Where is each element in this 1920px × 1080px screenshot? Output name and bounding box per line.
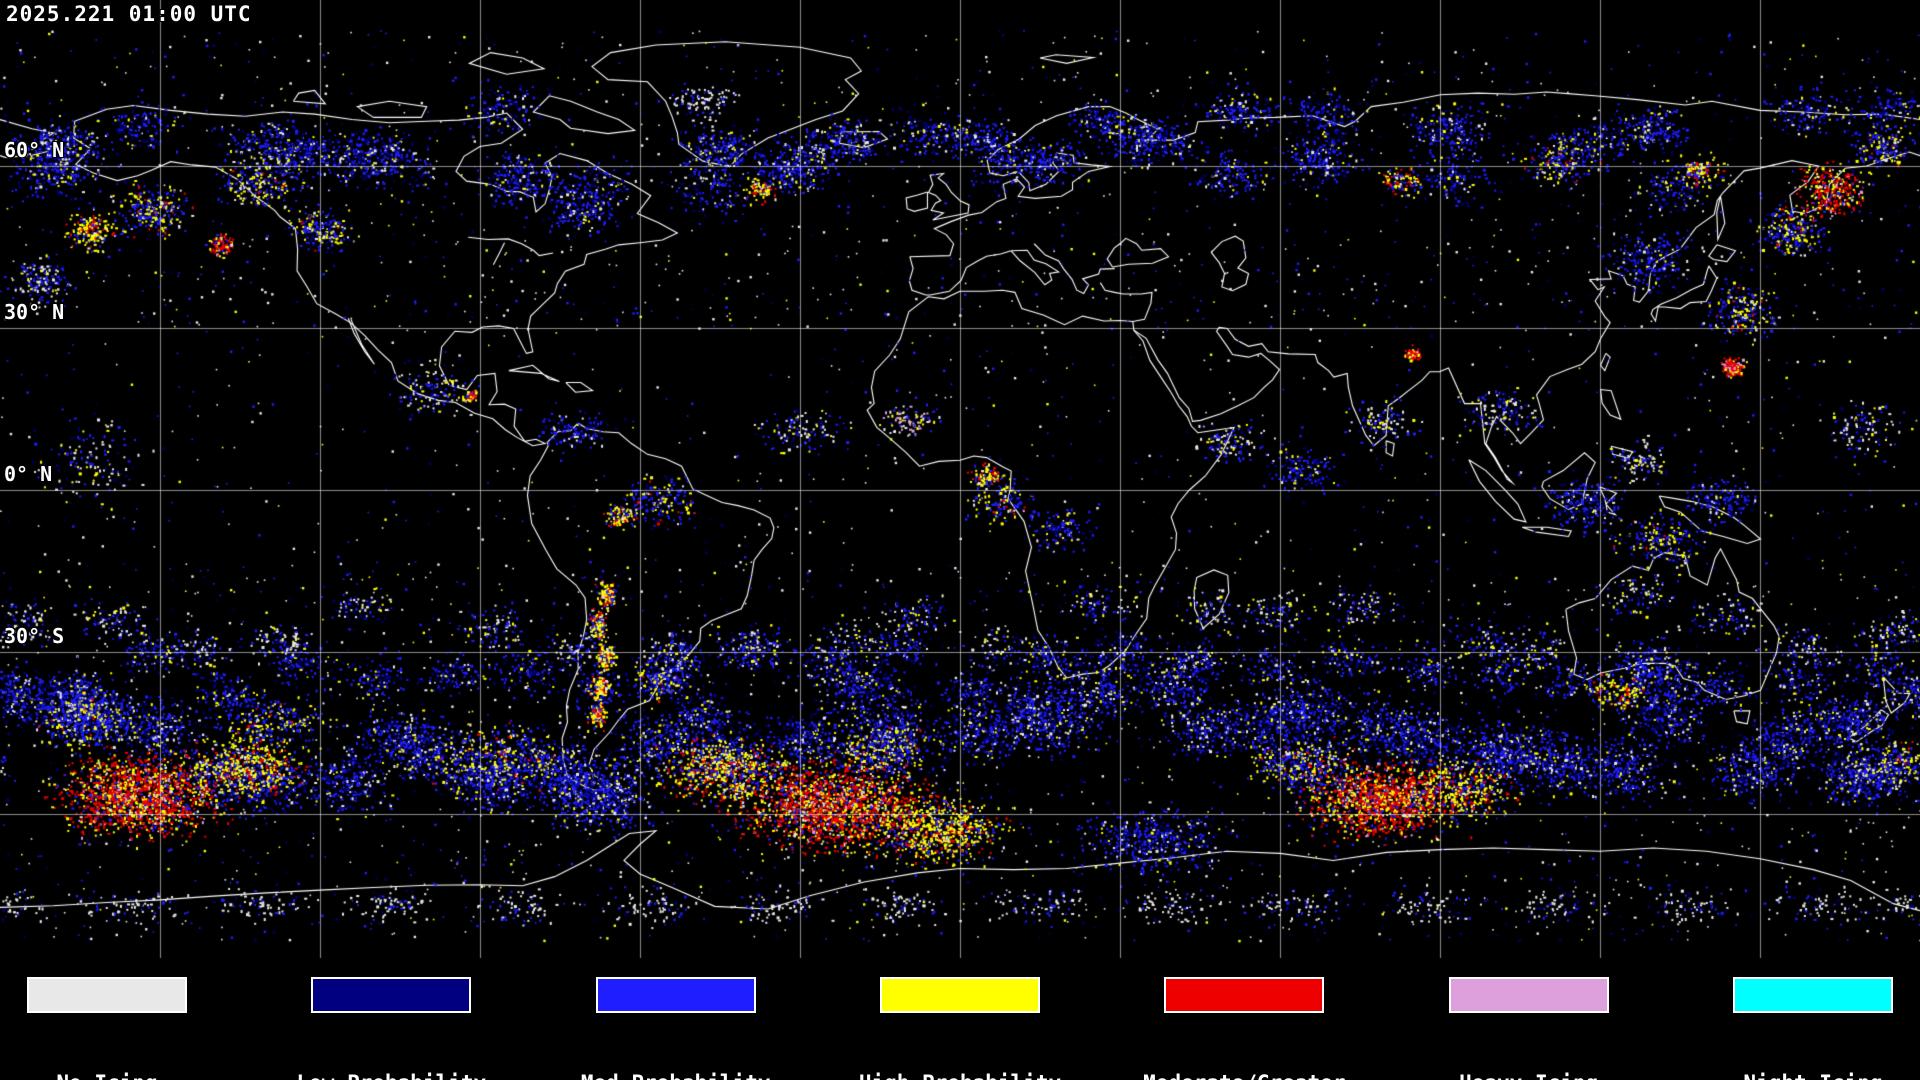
legend-swatch-night-icing (1732, 977, 1893, 1013)
legend-label-no-icing-retrieval: No Icing Retrieval (50, 1018, 164, 1080)
legend-item-no-icing-retrieval: No Icing Retrieval (22, 977, 192, 1080)
latitude-label-30n: 30° N (4, 300, 65, 324)
legend-label-high-prob-light-icing: High Probability of Light Icing (859, 1018, 1061, 1080)
timestamp-label: 2025.221 01:00 UTC (6, 2, 252, 26)
legend-swatch-low-prob-light-icing (311, 977, 472, 1013)
latitude-label-0n: 0° N (4, 462, 53, 486)
legend: No Icing Retrieval Low Probability of Li… (0, 967, 1920, 1080)
legend-label-night-icing: Night Icing (1743, 1018, 1882, 1080)
legend-swatch-heavy-icing (1448, 977, 1609, 1013)
legend-label-line1: Heavy Icing (1459, 1070, 1598, 1080)
legend-label-moderate-greater-icing: Moderate/Greater Icing Likely (1143, 1018, 1345, 1080)
legend-item-low-prob-light-icing: Low Probability of Light Icing (297, 977, 486, 1080)
legend-swatch-moderate-greater-icing (1164, 977, 1325, 1013)
legend-label-line1: Moderate/Greater (1143, 1070, 1345, 1080)
legend-item-heavy-icing: Heavy Icing (1444, 977, 1614, 1080)
legend-label-line1: High Probability (859, 1070, 1061, 1080)
world-map-canvas (0, 0, 1920, 967)
legend-item-moderate-greater-icing: Moderate/Greater Icing Likely (1143, 977, 1345, 1080)
legend-label-line1: Med.Probability (581, 1070, 771, 1080)
legend-label-line1: Low Probability (297, 1070, 487, 1080)
legend-swatch-no-icing-retrieval (27, 977, 187, 1013)
legend-swatch-high-prob-light-icing (879, 977, 1040, 1013)
legend-label-low-prob-light-icing: Low Probability of Light Icing (297, 1018, 487, 1080)
legend-item-night-icing: Night Icing (1728, 977, 1898, 1080)
legend-item-high-prob-light-icing: High Probability of Light Icing (859, 977, 1061, 1080)
legend-label-line1: No Icing (50, 1070, 164, 1080)
latitude-label-60n: 60° N (4, 138, 65, 162)
legend-swatch-med-prob-light-icing (595, 977, 756, 1013)
legend-item-med-prob-light-icing: Med.Probability of Light Icing (581, 977, 770, 1080)
latitude-label-30s: 30° S (4, 624, 65, 648)
legend-label-line1: Night Icing (1743, 1070, 1882, 1080)
legend-label-med-prob-light-icing: Med.Probability of Light Icing (581, 1018, 771, 1080)
legend-label-heavy-icing: Heavy Icing (1459, 1018, 1598, 1080)
